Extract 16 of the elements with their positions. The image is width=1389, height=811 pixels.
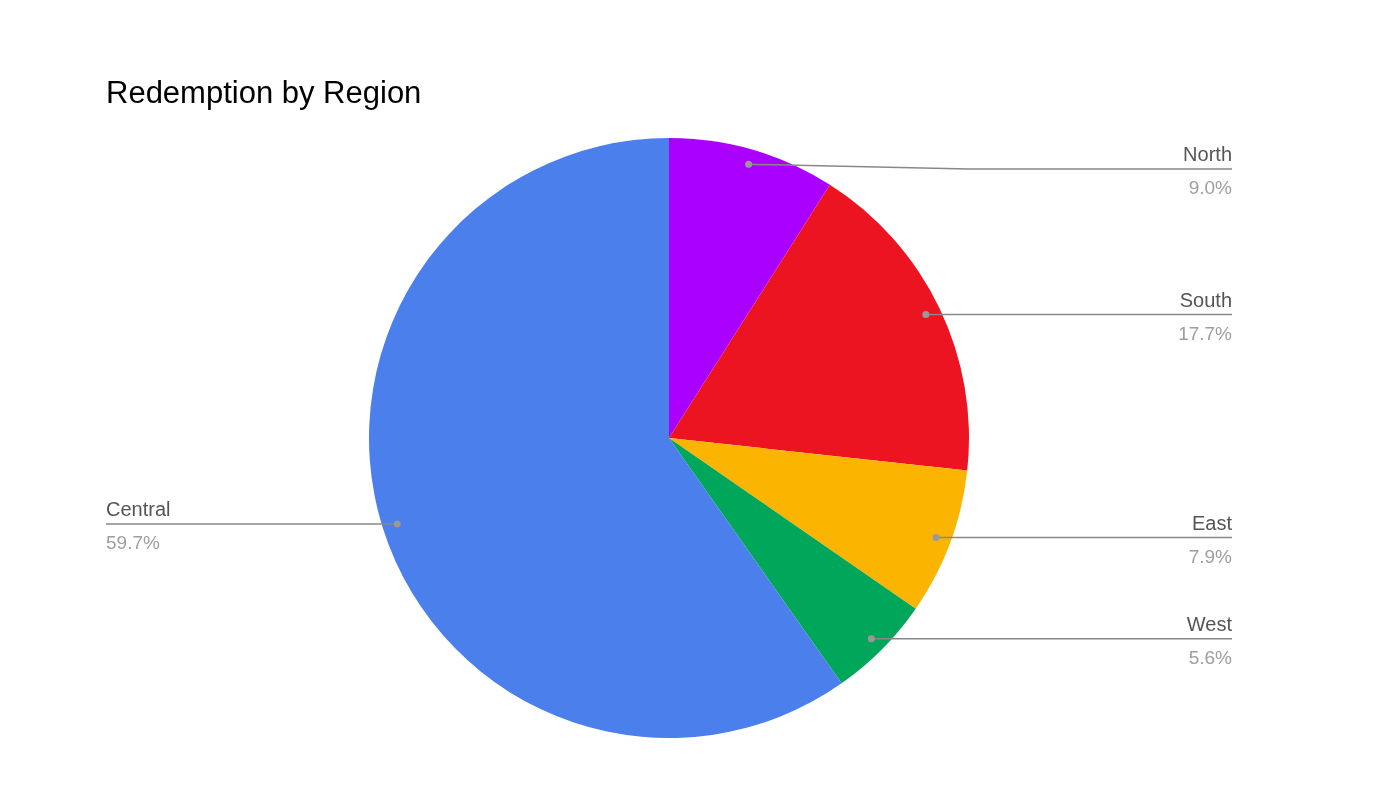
data-label: 59.7% (106, 532, 160, 554)
chart-title: Redemption by Region (106, 75, 422, 110)
pie-slice (669, 184, 969, 471)
data-label: 17.7% (1178, 322, 1233, 344)
slice-label: North (1183, 143, 1232, 165)
pie-slice (369, 138, 842, 738)
slice-label: West (1186, 612, 1233, 635)
slice-label: South (1179, 288, 1232, 311)
data-label: 5.6% (1188, 646, 1233, 668)
pie-slice (669, 438, 968, 609)
pie-slice (669, 438, 916, 684)
pie-slice (669, 138, 830, 438)
slice-label: East (1191, 511, 1233, 534)
slice-label: Central (106, 498, 171, 521)
data-label: 9.0% (1188, 177, 1233, 198)
data-label: 7.9% (1188, 545, 1233, 567)
